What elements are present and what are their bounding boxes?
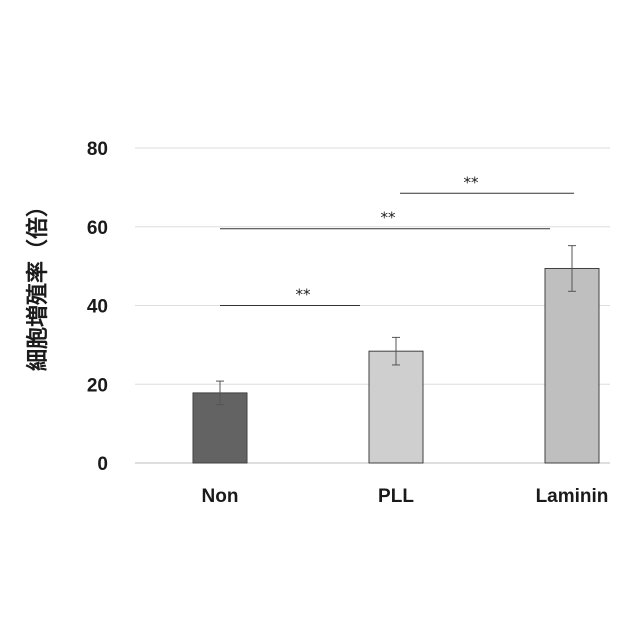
- significance-brackets: ** ** **: [220, 173, 574, 306]
- x-category-label: Laminin: [536, 486, 609, 507]
- significance-label: **: [464, 173, 480, 191]
- gridlines: [135, 147, 610, 464]
- significance-label: **: [381, 209, 397, 227]
- bar-pll: [368, 350, 424, 464]
- error-bars: [216, 245, 576, 406]
- y-axis-label: 細胞増殖率（倍）: [25, 195, 51, 371]
- y-tick-label: 60: [87, 218, 108, 239]
- significance-label: **: [296, 286, 312, 304]
- x-axis-categories: Non PLL Laminin: [202, 486, 609, 507]
- y-tick-label: 80: [87, 139, 108, 160]
- bar-laminin: [544, 267, 600, 464]
- y-axis-ticks: 0 20 40 60 80: [87, 139, 108, 475]
- y-tick-label: 40: [87, 297, 108, 318]
- error-bar: [216, 380, 224, 406]
- bars: [192, 267, 600, 464]
- x-category-label: Non: [202, 486, 239, 507]
- y-tick-label: 0: [97, 454, 108, 475]
- error-bar: [392, 336, 400, 366]
- error-bar: [568, 245, 576, 292]
- y-tick-label: 20: [87, 375, 108, 396]
- x-category-label: PLL: [378, 486, 414, 507]
